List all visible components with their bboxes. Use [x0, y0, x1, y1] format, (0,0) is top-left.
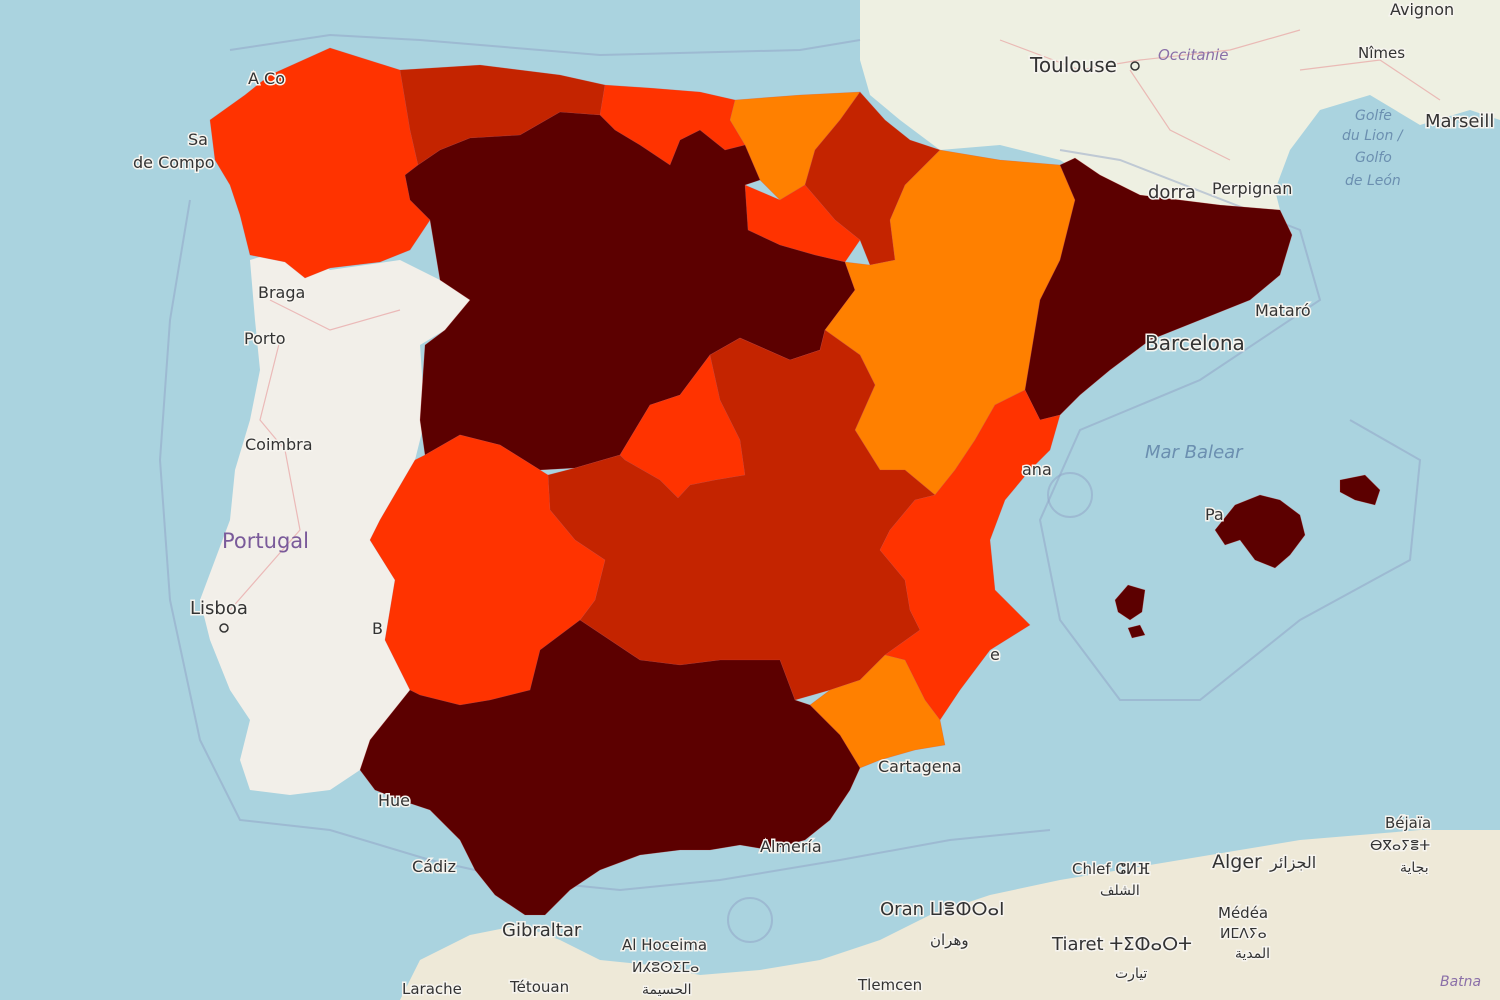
label-toulouse: Toulouse — [1029, 53, 1117, 77]
region-galicia[interactable] — [209, 47, 431, 279]
label-marseille: Marseill — [1425, 111, 1494, 132]
label-golfe-4: de León — [1345, 173, 1401, 189]
label-huelva-fragment: Hue — [378, 791, 410, 810]
label-bejaia-tif: ⴱⴳⴰⵢⴻⵜ — [1370, 838, 1430, 854]
label-mataro: Mataró — [1255, 301, 1311, 320]
land-portugal — [200, 245, 470, 795]
maritime-boundary — [158, 33, 1422, 892]
label-almeria: Almería — [760, 837, 822, 856]
basemap — [158, 0, 1500, 1000]
label-braga: Braga — [258, 283, 305, 302]
label-chlef-ar: الشلف — [1100, 883, 1140, 899]
land-france — [860, 0, 1500, 210]
label-batna: Batna — [1440, 974, 1481, 990]
label-larache: Larache — [402, 980, 462, 998]
maritime-boundary-islet — [1047, 472, 1093, 518]
label-portugal: Portugal — [222, 529, 309, 553]
label-tiaret-ar: تيارت — [1115, 966, 1147, 982]
city-dot-lisboa — [219, 623, 229, 633]
region-islas-baleares[interactable] — [1114, 474, 1381, 639]
city-dot-toulouse — [1130, 61, 1140, 71]
label-tlemcen: Tlemcen — [857, 976, 922, 994]
road-network — [229, 29, 1441, 611]
label-lisboa: Lisboa — [190, 598, 248, 619]
label-gibraltar: Gibraltar — [502, 920, 582, 941]
label-bejaia-ar: بجاية — [1400, 860, 1429, 876]
label-golfe-2: du Lion / — [1342, 128, 1404, 144]
label-medea: Médéa — [1218, 904, 1268, 922]
label-tetouan: Tétouan — [509, 978, 569, 996]
maritime-boundary-islet — [727, 897, 773, 943]
label-palma-fragment: Pa — [1205, 505, 1224, 524]
region-cataluna[interactable] — [1024, 157, 1293, 421]
region-andalucia[interactable] — [359, 619, 861, 916]
label-a-coruna: A Co — [248, 69, 285, 88]
label-occitanie: Occitanie — [1158, 46, 1228, 64]
place-labels: Avignon Toulouse Occitanie Nîmes Marseil… — [132, 0, 1496, 1000]
label-b-fragment: B — [372, 619, 383, 638]
label-porto: Porto — [244, 329, 286, 348]
label-alger-ar: الجزائر — [1269, 853, 1316, 873]
label-coimbra: Coimbra — [245, 435, 313, 454]
label-oran: Oran ⵡⴻⵀⵔⴰⵏ — [880, 899, 1004, 920]
label-perpignan: Perpignan — [1212, 179, 1292, 198]
label-valencia-fragment: ana — [1022, 460, 1052, 479]
label-medea-tif: ⵍⵎⴷⵢⴰ — [1220, 926, 1267, 942]
label-mar-balear: Mar Balear — [1145, 442, 1244, 463]
region-layer — [209, 47, 1381, 916]
label-bejaia: Béjaïa — [1385, 814, 1431, 832]
label-al-hoceima-ar: الحسيمة — [642, 982, 692, 998]
label-nimes: Nîmes — [1358, 44, 1405, 62]
label-santiago-1: Sa — [188, 130, 208, 149]
land-north-africa — [400, 830, 1500, 1000]
label-al-hoceima: Al Hoceima — [622, 936, 707, 954]
label-oran-ar: وهران — [930, 931, 969, 949]
label-santiago-2: de Compo — [133, 153, 215, 172]
region-murcia[interactable] — [809, 654, 946, 769]
label-golfe-1: Golfe — [1355, 108, 1392, 124]
label-alicante-fragment: e — [990, 645, 1000, 664]
label-avignon: Avignon — [1390, 0, 1454, 19]
label-cartagena: Cartagena — [878, 757, 962, 776]
label-al-hoceima-tif: ⵍⵃⵓⵙⵉⵎⴰ — [632, 960, 699, 976]
label-chlef: Chlef ⵛⵍⴼ — [1072, 860, 1150, 878]
label-golfe-3: Golfo — [1355, 150, 1392, 166]
label-medea-ar: المدية — [1235, 946, 1270, 962]
label-alger: Alger — [1212, 851, 1262, 873]
label-andorra: dorra — [1148, 182, 1196, 203]
label-barcelona: Barcelona — [1145, 331, 1245, 355]
label-tiaret: Tiaret ⵜⵉⵀⴰⵔⵜ — [1051, 934, 1192, 955]
label-cadiz: Cádiz — [412, 857, 456, 876]
